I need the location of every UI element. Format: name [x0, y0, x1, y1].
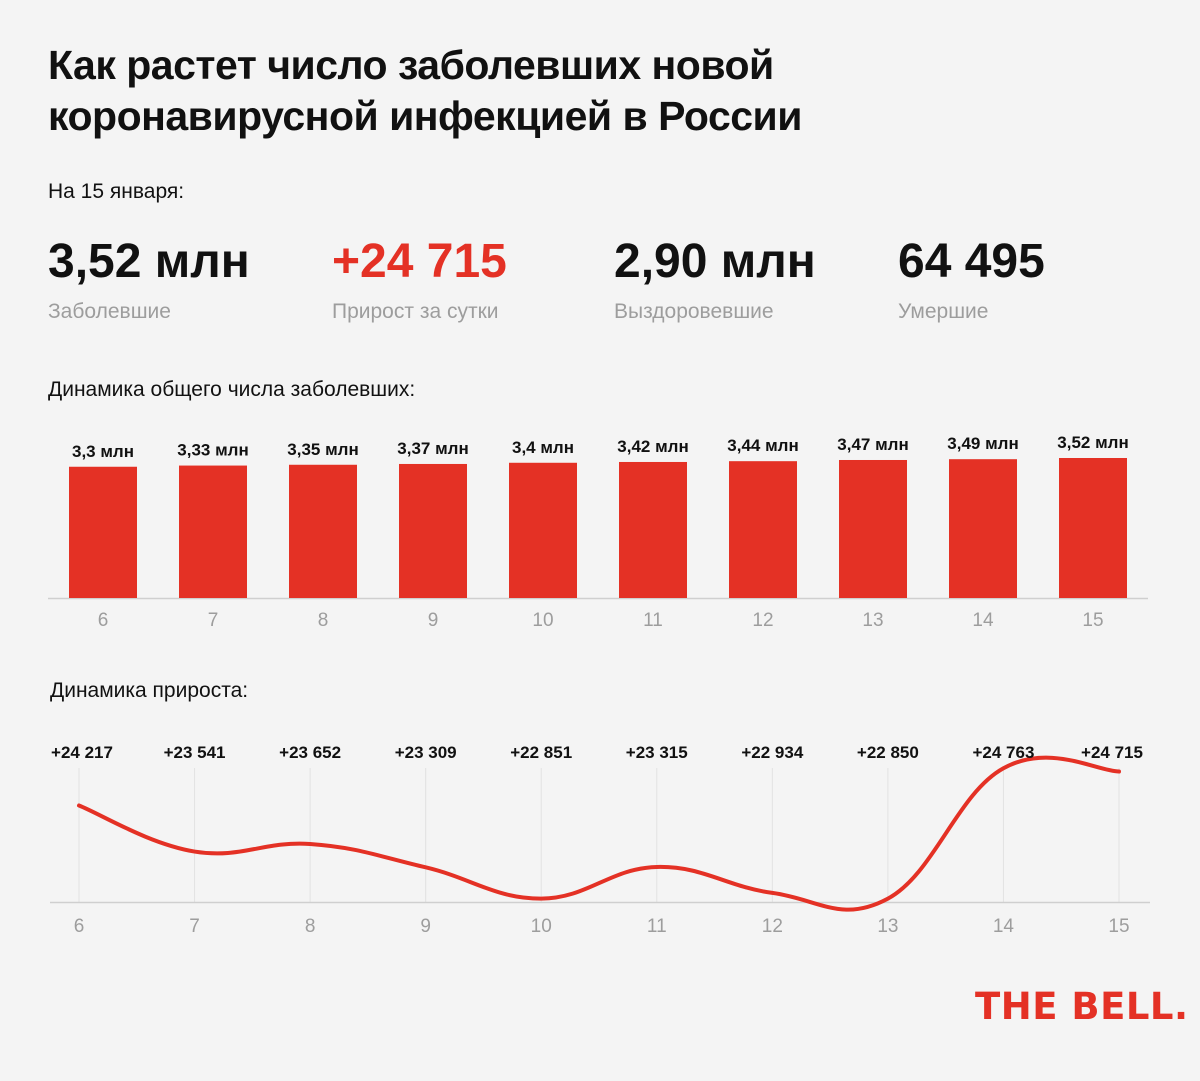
line-tick-label: 6	[74, 916, 85, 937]
line-tick-label: 9	[420, 916, 431, 937]
bar-data-label: 3,37 млн	[397, 439, 468, 458]
bar	[509, 462, 577, 598]
line-data-label: +22 934	[741, 743, 803, 762]
bar-tick-label: 12	[752, 610, 773, 631]
bar-data-label: 3,52 млн	[1057, 433, 1128, 452]
bar	[399, 463, 467, 598]
bar	[839, 459, 907, 598]
stat-value: 3,52 млн	[48, 235, 250, 288]
line-data-label: +22 851	[510, 743, 572, 762]
line-data-label: +24 763	[972, 743, 1034, 762]
bar-tick-label: 8	[318, 610, 329, 631]
bar	[949, 459, 1017, 598]
line-tick-label: 15	[1108, 916, 1129, 937]
bar-tick-label: 10	[532, 610, 553, 631]
bar	[69, 466, 137, 598]
bar	[179, 465, 247, 598]
bar-data-label: 3,44 млн	[727, 436, 798, 455]
brand-logo: THE BELL.	[975, 985, 1189, 1028]
stat-recovered: 2,90 млн Выздоровевшие	[614, 234, 816, 324]
bar	[1059, 458, 1127, 598]
bar-data-label: 3,33 млн	[177, 441, 248, 460]
bar-tick-label: 6	[98, 610, 109, 631]
line-data-label: +24 217	[51, 743, 113, 762]
stat-label: Прирост за сутки	[332, 300, 499, 323]
line-data-label: +23 309	[395, 743, 457, 762]
bar-data-label: 3,4 млн	[512, 438, 574, 457]
line-data-label: +23 315	[626, 743, 688, 762]
line-tick-label: 11	[647, 916, 667, 937]
page-title: Как растет число заболевших новой корона…	[48, 42, 802, 139]
line-tick-label: 10	[531, 916, 552, 937]
stat-label: Выздоровевшие	[614, 300, 774, 323]
line-data-label: +23 652	[279, 743, 341, 762]
stat-value: +24 715	[332, 235, 507, 288]
line-chart-title: Динамика прироста:	[50, 679, 249, 702]
stat-value: 64 495	[898, 235, 1045, 288]
bar-tick-label: 9	[428, 610, 439, 631]
line-data-label: +23 541	[164, 743, 226, 762]
increase-line-series	[77, 755, 1121, 912]
line-data-label: +24 715	[1081, 743, 1143, 762]
stat-label: Заболевшие	[48, 300, 171, 323]
line-tick-label: 13	[877, 916, 898, 937]
line-tick-label: 8	[305, 916, 316, 937]
line-data-label: +22 850	[857, 743, 919, 762]
stat-cases: 3,52 млн Заболевшие	[48, 234, 250, 324]
bar-data-label: 3,47 млн	[837, 435, 908, 454]
line-tick-label: 14	[993, 916, 1015, 937]
bar	[619, 461, 687, 598]
stat-daily-increase: +24 715 Прирост за сутки	[332, 234, 507, 324]
line-tick-label: 12	[762, 916, 783, 937]
bar	[289, 464, 357, 598]
bar-tick-label: 7	[208, 610, 219, 631]
bar-tick-label: 13	[862, 610, 883, 631]
bar	[729, 461, 797, 598]
stat-label: Умершие	[898, 300, 989, 323]
line-tick-label: 7	[189, 916, 200, 937]
bar-chart-title: Динамика общего числа заболевших:	[48, 378, 416, 401]
stat-deaths: 64 495 Умершие	[898, 234, 1045, 324]
bar-data-label: 3,42 млн	[617, 437, 688, 456]
bar-tick-label: 14	[972, 610, 994, 631]
stat-value: 2,90 млн	[614, 235, 816, 288]
date-label: На 15 января:	[48, 180, 185, 203]
bar-data-label: 3,3 млн	[72, 442, 134, 461]
bar-tick-label: 11	[643, 610, 663, 631]
bar-data-label: 3,49 млн	[947, 434, 1018, 453]
bar-tick-label: 15	[1082, 610, 1103, 631]
bar-data-label: 3,35 млн	[287, 440, 358, 459]
